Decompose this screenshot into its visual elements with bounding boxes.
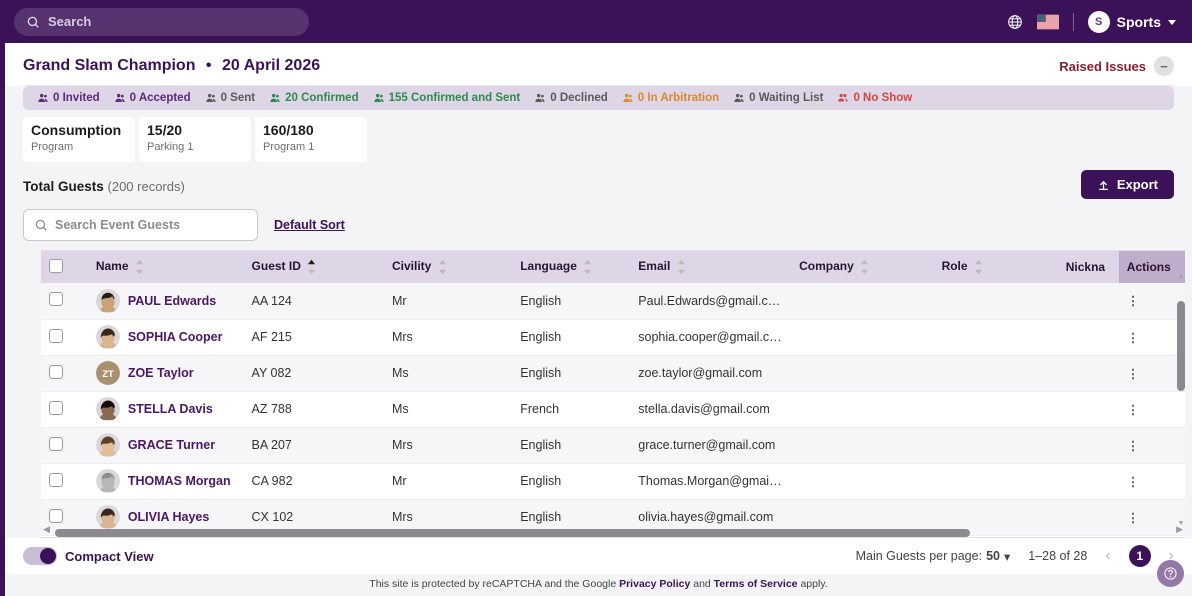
svg-text:ZT: ZT bbox=[102, 369, 114, 380]
